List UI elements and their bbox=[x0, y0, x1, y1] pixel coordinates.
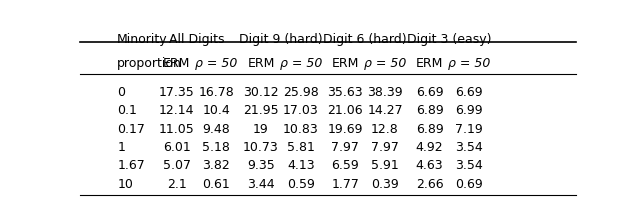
Text: 0: 0 bbox=[117, 86, 125, 99]
Text: 35.63: 35.63 bbox=[328, 86, 363, 99]
Text: 30.12: 30.12 bbox=[243, 86, 279, 99]
Text: 3.44: 3.44 bbox=[247, 177, 275, 190]
Text: 0.39: 0.39 bbox=[371, 177, 399, 190]
Text: 19: 19 bbox=[253, 122, 269, 135]
Text: ERM: ERM bbox=[332, 56, 359, 69]
Text: 6.59: 6.59 bbox=[332, 159, 359, 172]
Text: 9.48: 9.48 bbox=[202, 122, 230, 135]
Text: 7.19: 7.19 bbox=[456, 122, 483, 135]
Text: 21.95: 21.95 bbox=[243, 104, 279, 117]
Text: ρ = 50: ρ = 50 bbox=[448, 56, 490, 69]
Text: Test error on type-written digits (%): Test error on type-written digits (%) bbox=[328, 205, 556, 206]
Text: 16.78: 16.78 bbox=[198, 86, 234, 99]
Text: 0.17: 0.17 bbox=[117, 122, 145, 135]
Text: 6.89: 6.89 bbox=[416, 122, 444, 135]
Text: 1: 1 bbox=[117, 140, 125, 153]
Text: ρ = 50: ρ = 50 bbox=[195, 56, 237, 69]
Text: 4.13: 4.13 bbox=[287, 159, 314, 172]
Text: 0.69: 0.69 bbox=[456, 177, 483, 190]
Text: Table 1:: Table 1: bbox=[273, 205, 328, 206]
Text: 0.59: 0.59 bbox=[287, 177, 315, 190]
Text: 4.63: 4.63 bbox=[416, 159, 444, 172]
Text: 11.05: 11.05 bbox=[159, 122, 195, 135]
Text: 0.1: 0.1 bbox=[117, 104, 137, 117]
Text: Digit 3 (easy): Digit 3 (easy) bbox=[407, 33, 492, 46]
Text: 10: 10 bbox=[117, 177, 133, 190]
Text: 6.01: 6.01 bbox=[163, 140, 191, 153]
Text: 4.92: 4.92 bbox=[416, 140, 444, 153]
Text: Minority: Minority bbox=[117, 33, 168, 46]
Text: 3.82: 3.82 bbox=[202, 159, 230, 172]
Text: 3.54: 3.54 bbox=[456, 140, 483, 153]
Text: ρ = 50: ρ = 50 bbox=[364, 56, 406, 69]
Text: All Digits: All Digits bbox=[169, 33, 224, 46]
Text: 38.39: 38.39 bbox=[367, 86, 403, 99]
Text: 12.8: 12.8 bbox=[371, 122, 399, 135]
Text: 10.83: 10.83 bbox=[283, 122, 319, 135]
Text: ERM: ERM bbox=[247, 56, 275, 69]
Text: 6.69: 6.69 bbox=[416, 86, 444, 99]
Text: ERM: ERM bbox=[163, 56, 191, 69]
Text: 5.81: 5.81 bbox=[287, 140, 315, 153]
Text: 2.66: 2.66 bbox=[416, 177, 444, 190]
Text: 21.06: 21.06 bbox=[328, 104, 363, 117]
Text: 17.35: 17.35 bbox=[159, 86, 195, 99]
Text: ρ = 50: ρ = 50 bbox=[280, 56, 322, 69]
Text: 6.89: 6.89 bbox=[416, 104, 444, 117]
Text: proportion: proportion bbox=[117, 56, 182, 69]
Text: 6.99: 6.99 bbox=[456, 104, 483, 117]
Text: Digit 9 (hard): Digit 9 (hard) bbox=[239, 33, 323, 46]
Text: 10.73: 10.73 bbox=[243, 140, 279, 153]
Text: ERM: ERM bbox=[416, 56, 444, 69]
Text: 14.27: 14.27 bbox=[367, 104, 403, 117]
Text: 7.97: 7.97 bbox=[371, 140, 399, 153]
Text: 1.77: 1.77 bbox=[332, 177, 359, 190]
Text: 1.67: 1.67 bbox=[117, 159, 145, 172]
Text: 5.91: 5.91 bbox=[371, 159, 399, 172]
Text: 6.69: 6.69 bbox=[456, 86, 483, 99]
Text: 10.4: 10.4 bbox=[202, 104, 230, 117]
Text: 25.98: 25.98 bbox=[283, 86, 319, 99]
Text: 19.69: 19.69 bbox=[328, 122, 363, 135]
Text: 2.1: 2.1 bbox=[167, 177, 187, 190]
Text: 12.14: 12.14 bbox=[159, 104, 195, 117]
Text: 3.54: 3.54 bbox=[456, 159, 483, 172]
Text: 7.97: 7.97 bbox=[332, 140, 359, 153]
Text: 9.35: 9.35 bbox=[247, 159, 275, 172]
Text: 0.61: 0.61 bbox=[202, 177, 230, 190]
Text: Digit 6 (hard): Digit 6 (hard) bbox=[323, 33, 407, 46]
Text: 5.07: 5.07 bbox=[163, 159, 191, 172]
Text: 5.18: 5.18 bbox=[202, 140, 230, 153]
Text: 17.03: 17.03 bbox=[283, 104, 319, 117]
